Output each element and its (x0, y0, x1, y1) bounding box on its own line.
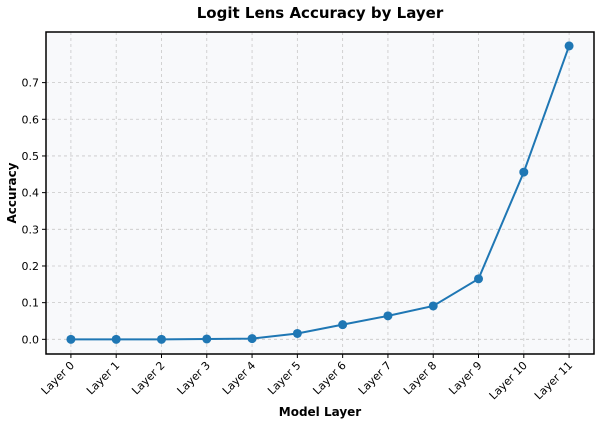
data-point (156, 334, 166, 344)
data-point (428, 301, 438, 311)
grid (46, 32, 594, 354)
y-tick-label: 0.6 (22, 113, 40, 126)
data-point (66, 334, 76, 344)
y-tick-label: 0.7 (22, 77, 40, 90)
chart-title: Logit Lens Accuracy by Layer (197, 4, 444, 22)
x-tick-label: Layer 10 (487, 359, 530, 402)
data-point (564, 41, 574, 51)
y-axis-label: Accuracy (5, 162, 19, 223)
x-tick-label: Layer 9 (446, 359, 484, 397)
x-axis: Layer 0 Layer 1 Layer 2 Layer 3 Layer 4 Layer… (39, 354, 575, 402)
x-tick-label: Layer 1 (84, 359, 122, 397)
y-axis: 0.0 0.1 0.2 0.3 0.4 0.5 0.6 0.7 (22, 77, 46, 346)
x-tick-label: Layer 4 (220, 359, 258, 397)
data-point (292, 328, 302, 338)
series-line (70, 45, 571, 341)
data-point (111, 334, 121, 344)
plot-area (46, 32, 594, 354)
y-tick-label: 0.5 (22, 150, 40, 163)
y-tick-label: 0.4 (22, 187, 40, 200)
data-point (383, 311, 393, 321)
x-tick-label: Layer 7 (356, 359, 394, 397)
x-tick-label: Layer 11 (532, 359, 575, 402)
x-tick-label: Layer 8 (401, 359, 439, 397)
data-point (338, 320, 348, 330)
x-tick-label: Layer 0 (39, 359, 77, 397)
x-tick-label: Layer 6 (310, 359, 348, 397)
x-tick-label: Layer 3 (175, 359, 213, 397)
plot-frame (45, 31, 595, 355)
y-tick-label: 0.0 (22, 333, 40, 346)
y-tick-label: 0.1 (22, 297, 40, 310)
data-point (519, 167, 529, 177)
data-point (474, 274, 484, 284)
data-point (247, 334, 257, 344)
y-tick-label: 0.3 (22, 223, 40, 236)
x-axis-label: Model Layer (279, 405, 362, 419)
x-tick-label: Layer 5 (265, 359, 303, 397)
data-point (202, 334, 212, 344)
y-tick-label: 0.2 (22, 260, 40, 273)
data-points (66, 41, 574, 344)
x-tick-label: Layer 2 (129, 359, 167, 397)
